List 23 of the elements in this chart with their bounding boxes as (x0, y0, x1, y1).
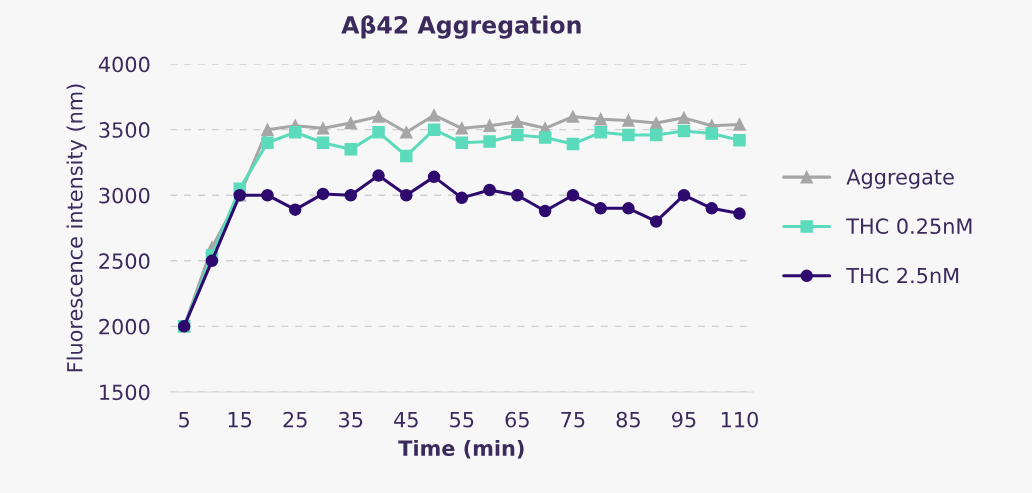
x-tick-label: 75 (561, 412, 585, 428)
legend-label: THC 0.25nM (846, 218, 972, 235)
legend-label: THC 2.5nM (846, 267, 959, 284)
x-tick-label: 55 (450, 412, 474, 428)
x-tick-label: 35 (339, 411, 363, 428)
y-tick-label: 3000 (99, 187, 150, 204)
chart-title: Aβ42 Aggregation (341, 15, 581, 39)
x-tick-label: 95 (672, 411, 696, 428)
legend-label: Aggregate (846, 169, 954, 189)
y-tick-label: 4000 (98, 56, 150, 73)
y-tick-label: 2000 (99, 318, 150, 335)
x-tick-label: 25 (283, 411, 307, 428)
x-tick-label: 15 (228, 412, 252, 428)
x-tick-label: 65 (505, 411, 529, 428)
y-tick-label: 3500 (99, 122, 150, 138)
y-tick-label: 1500 (100, 384, 150, 401)
x-tick-label: 85 (616, 411, 640, 428)
y-axis-title: Fluorescence intensity (nm) (66, 84, 87, 372)
x-tick-label: 110 (721, 411, 758, 428)
x-tick-label: 5 (179, 412, 189, 428)
x-axis-title: Time (min) (398, 439, 524, 459)
x-tick-label: 45 (394, 412, 418, 428)
y-tick-label: 2500 (99, 253, 150, 270)
